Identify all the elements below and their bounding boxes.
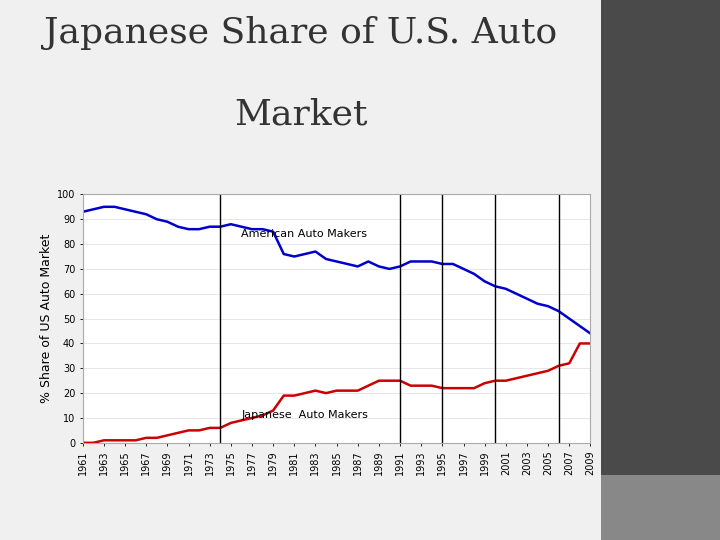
- Text: American Auto Makers: American Auto Makers: [241, 228, 367, 239]
- Text: Japanese Share of U.S. Auto: Japanese Share of U.S. Auto: [44, 16, 557, 50]
- Text: Market: Market: [234, 97, 367, 131]
- Y-axis label: % Share of US Auto Market: % Share of US Auto Market: [40, 234, 53, 403]
- Text: Japanese  Auto Makers: Japanese Auto Makers: [241, 410, 369, 420]
